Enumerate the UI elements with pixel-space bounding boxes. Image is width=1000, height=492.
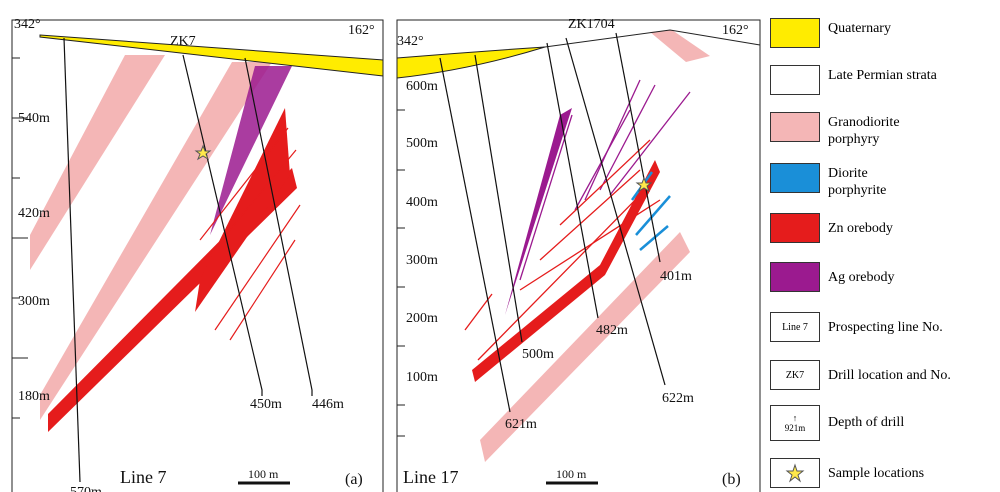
legend-item: Granodiorite porphyry: [768, 112, 998, 156]
orientation: 342°: [14, 17, 41, 32]
legend-item: ZK7 Drill location and No.: [768, 360, 998, 404]
elevation: 180m: [18, 389, 50, 404]
icon-text: 921m: [785, 423, 806, 433]
legend-label: Sample locations: [828, 465, 996, 482]
scale-label: 100 m: [248, 467, 279, 481]
drill-label: ZK7: [170, 34, 196, 49]
elevation: 500m: [406, 136, 438, 151]
elevation: 100m: [406, 370, 438, 385]
swatch: [770, 112, 820, 142]
icon-arrow: ↑: [793, 413, 798, 423]
icon-text: Line 7: [782, 322, 808, 333]
depth: 401m: [660, 269, 692, 284]
scale-label: 100 m: [556, 467, 587, 481]
drill-label: ZK1704: [568, 17, 615, 32]
legend-item: Diorite porphyrite: [768, 163, 998, 207]
panel-tag: (a): [345, 471, 363, 488]
legend-label: Granodiorite porphyry: [828, 114, 938, 148]
depth: 570m: [70, 485, 102, 492]
icon-text: ZK7: [786, 370, 804, 381]
swatch: [770, 458, 820, 488]
swatch: [770, 18, 820, 48]
legend-label: Prospecting line No.: [828, 319, 996, 336]
icon-star: [785, 463, 805, 483]
swatch: Line 7: [770, 312, 820, 342]
panel-b: 342° 162° ZK1704 600m 500m 400m 300m 200…: [397, 17, 760, 492]
legend-item: Line 7 Prospecting line No.: [768, 312, 998, 356]
depth: 446m: [312, 397, 344, 412]
panel-tag: (b): [722, 471, 741, 488]
swatch: ZK7: [770, 360, 820, 390]
frame: [397, 20, 760, 492]
line-label: Line 17: [403, 467, 459, 487]
panel-a: 342° 162° ZK7 540m 420m 300m 180m 570m 4…: [12, 17, 383, 492]
elevation: 300m: [18, 294, 50, 309]
swatch: [770, 65, 820, 95]
elevation: 420m: [18, 206, 50, 221]
legend-item: Zn orebody: [768, 213, 998, 257]
legend-label: Depth of drill: [828, 414, 996, 431]
line-label: Line 7: [120, 467, 167, 487]
elevation: 200m: [406, 311, 438, 326]
elevation: 540m: [18, 111, 50, 126]
legend-item: Ag orebody: [768, 262, 998, 306]
swatch: [770, 213, 820, 243]
legend-label: Ag orebody: [828, 269, 996, 286]
orientation: 162°: [722, 23, 749, 38]
legend-item: Sample locations: [768, 458, 998, 492]
depth: 500m: [522, 347, 554, 362]
swatch: [770, 262, 820, 292]
orientation: 162°: [348, 23, 375, 38]
depth: 450m: [250, 397, 282, 412]
orientation: 342°: [397, 34, 424, 49]
swatch: ↑921m: [770, 405, 820, 441]
legend-label: Quaternary: [828, 20, 996, 37]
legend-item: ↑921m Depth of drill: [768, 405, 998, 449]
legend-item: Late Permian strata: [768, 65, 998, 109]
legend-label: Diorite porphyrite: [828, 165, 928, 199]
swatch: [770, 163, 820, 193]
legend-item: Quaternary: [768, 18, 998, 62]
elevation: 300m: [406, 253, 438, 268]
depth: 621m: [505, 417, 537, 432]
legend-label: Late Permian strata: [828, 67, 938, 84]
figure: 342° 162° ZK7 540m 420m 300m 180m 570m 4…: [0, 0, 1000, 492]
elevation: 600m: [406, 79, 438, 94]
legend-label: Drill location and No.: [828, 367, 996, 384]
elevation: 400m: [406, 195, 438, 210]
legend-label: Zn orebody: [828, 220, 996, 237]
depth: 482m: [596, 323, 628, 338]
depth: 622m: [662, 391, 694, 406]
frame: [12, 20, 383, 492]
